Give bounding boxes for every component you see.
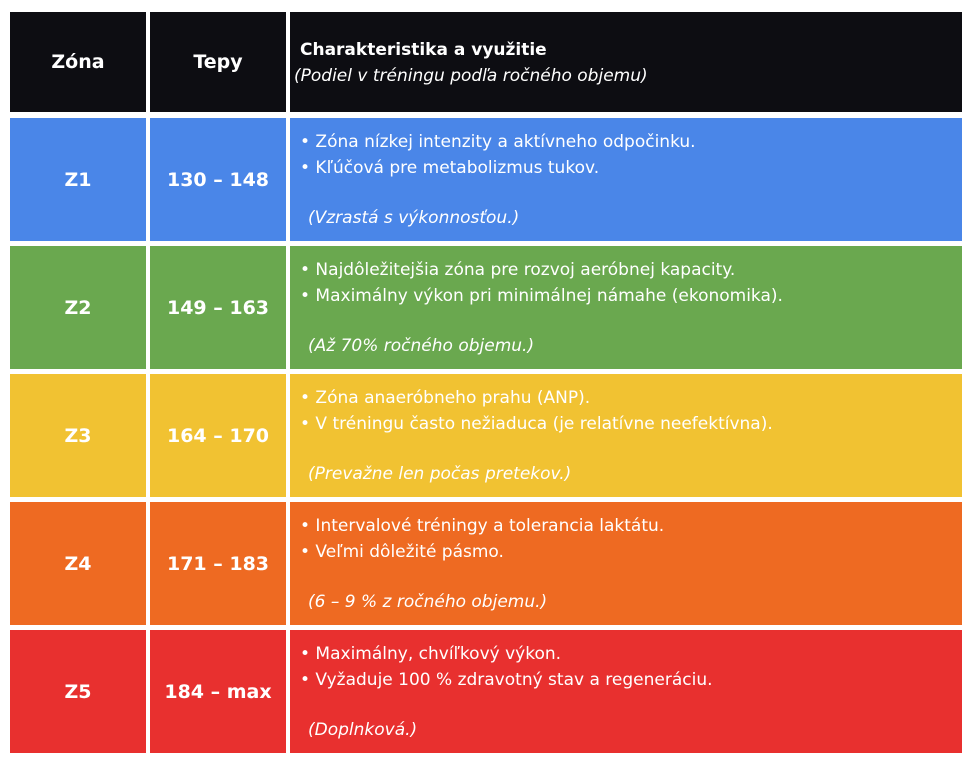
bullet-text: • Maximálny výkon pri minimálnej námahe … (300, 286, 783, 306)
bullet-text: • Vyžaduje 100 % zdravotný stav a regene… (300, 670, 713, 690)
zone-cell: Z4 (10, 502, 146, 625)
description-cell: • Zóna nízkej intenzity a aktívneho odpo… (290, 118, 962, 241)
header-cell: Tepy (150, 12, 286, 112)
description-cell: • Maximálny, chvíľkový výkon. • Vyžaduje … (290, 630, 962, 753)
description-cell: • Zóna anaeróbneho prahu (ANP). • V tréni… (290, 374, 962, 497)
bpm-label: 171 – 183 (166, 552, 270, 575)
zone-cell: Z5 (10, 630, 146, 753)
bpm-cell: 164 – 170 (150, 374, 286, 497)
note-text: (Vzrastá s výkonnosťou.) (308, 208, 520, 228)
header-cell: Zóna (10, 12, 146, 112)
bullet-text: • Najdôležitejšia zóna pre rozvoj aeróbn… (300, 260, 736, 280)
note-text: (Prevažne len počas pretekov.) (308, 464, 572, 484)
description-cell: • Intervalové tréningy a tolerancia lakt… (290, 502, 962, 625)
header-cell: Charakteristika a využitie (Podiel v tré… (290, 12, 962, 112)
description-cell: • Najdôležitejšia zóna pre rozvoj aeróbn… (290, 246, 962, 369)
header-text: Tepy (193, 51, 243, 73)
bullet-text: • Zóna anaeróbneho prahu (ANP). (300, 388, 591, 408)
bpm-cell: 130 – 148 (150, 118, 286, 241)
zone-label: Z4 (64, 552, 92, 575)
bullet-text: • Maximálny, chvíľkový výkon. (300, 644, 562, 664)
bpm-cell: 171 – 183 (150, 502, 286, 625)
note-text: (Doplnková.) (308, 720, 418, 740)
zone-cell: Z3 (10, 374, 146, 497)
bpm-label: 149 – 163 (166, 296, 270, 319)
bullet-text: • V tréningu často nežiaduca (je relatív… (300, 414, 773, 434)
bpm-cell: 149 – 163 (150, 246, 286, 369)
bpm-label: 164 – 170 (166, 424, 270, 447)
bpm-label: 184 – max (164, 680, 272, 703)
header-subtitle: (Podiel v tréningu podľa ročného objemu) (294, 66, 648, 86)
header-text: Zóna (51, 51, 105, 73)
zone-cell: Z2 (10, 246, 146, 369)
note-text: (Až 70% ročného objemu.) (308, 336, 535, 356)
zone-label: Z1 (64, 168, 92, 191)
zone-cell: Z1 (10, 118, 146, 241)
note-text: (6 – 9 % z ročného objemu.) (308, 592, 548, 612)
bullet-text: • Zóna nízkej intenzity a aktívneho odpo… (300, 132, 696, 152)
bpm-label: 130 – 148 (166, 168, 270, 191)
bpm-cell: 184 – max (150, 630, 286, 753)
bullet-text: • Kľúčová pre metabolizmus tukov. (300, 158, 600, 178)
bullet-text: • Veľmi dôležité pásmo. (300, 542, 504, 562)
header-title: Charakteristika a využitie (300, 40, 547, 60)
zone-label: Z2 (64, 296, 92, 319)
zone-label: Z5 (64, 680, 92, 703)
zone-label: Z3 (64, 424, 92, 447)
bullet-text: • Intervalové tréningy a tolerancia lakt… (300, 516, 665, 536)
